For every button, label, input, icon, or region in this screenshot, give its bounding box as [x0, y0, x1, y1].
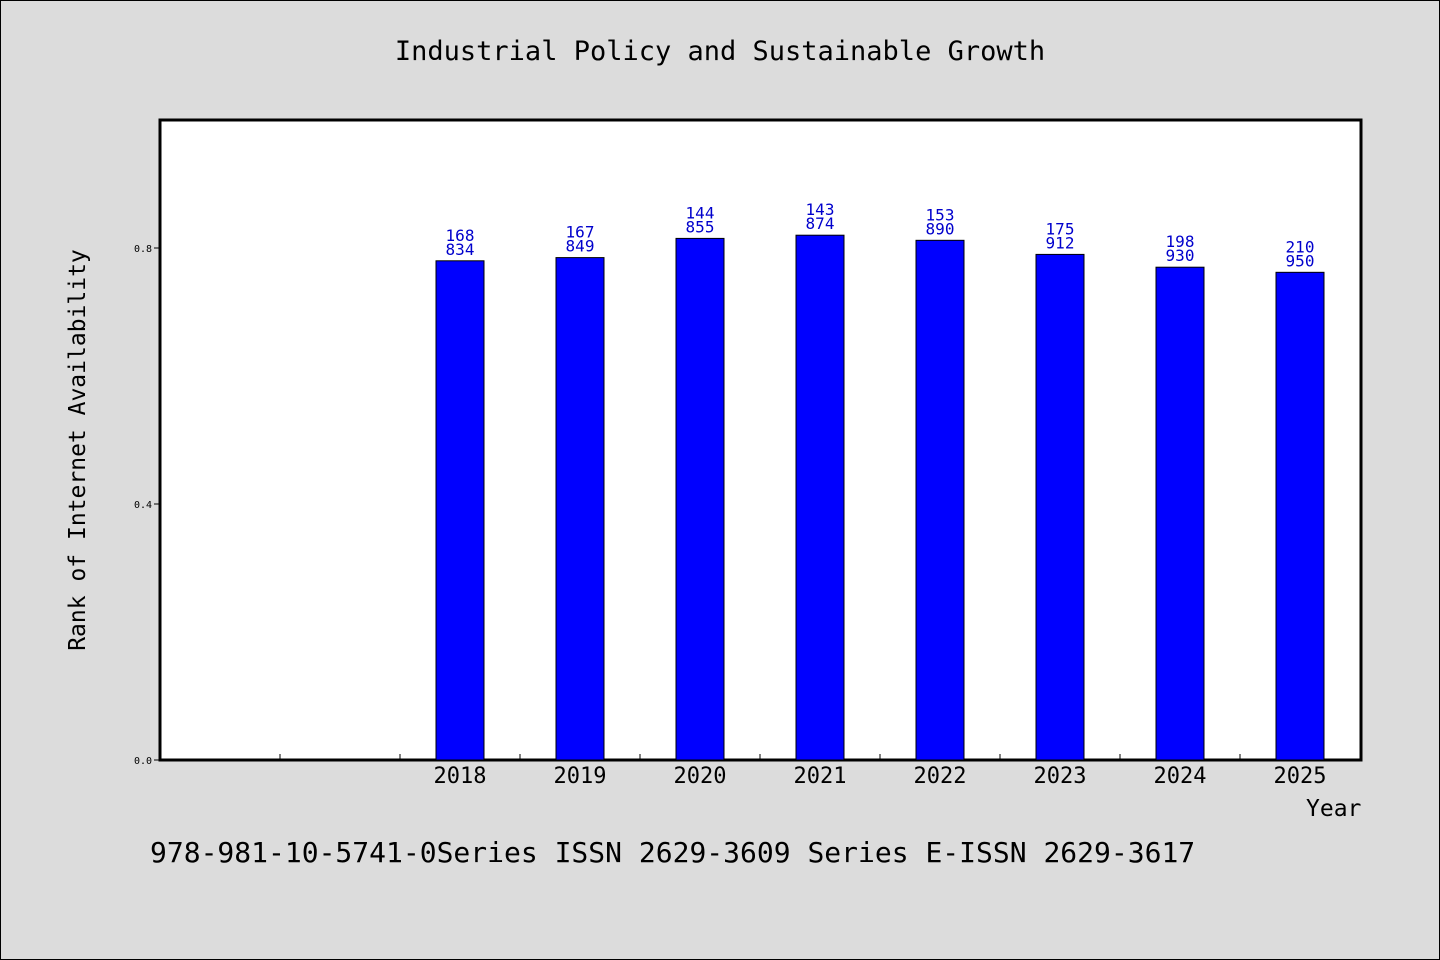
bar-label-top: 175 — [1046, 219, 1075, 238]
x-tick-label: 2020 — [674, 764, 727, 789]
bar-label-bottom: 950 — [1286, 251, 1315, 270]
chart-title: Industrial Policy and Sustainable Growth — [394, 36, 1046, 67]
x-tick-label: 2018 — [434, 764, 487, 789]
bar-2023 — [1035, 253, 1085, 761]
bar-label-top: 198 — [1166, 232, 1195, 251]
x-axis-label: Year — [1306, 796, 1362, 822]
bar-label-top: 143 — [806, 200, 835, 219]
bar-2020 — [675, 237, 725, 761]
bar-label-top: 153 — [926, 205, 955, 224]
bar-label-bottom: 855 — [686, 217, 715, 236]
x-tick-label: 2023 — [1034, 764, 1087, 789]
x-tick-label: 2022 — [914, 764, 967, 789]
x-tick-label: 2025 — [1274, 764, 1327, 789]
footer-isbn-issn: 978-981-10-5741-0Series ISSN 2629-3609 S… — [150, 836, 1196, 869]
bar-2021 — [795, 234, 845, 761]
bar-label-bottom: 849 — [566, 237, 595, 256]
bar-2022 — [915, 239, 965, 761]
bar-2018 — [435, 260, 485, 761]
bar-label-top: 144 — [686, 203, 715, 222]
bar-2024 — [1155, 266, 1205, 761]
y-tick-label: 0.8 — [134, 244, 152, 255]
bar-label-bottom: 874 — [806, 214, 835, 233]
bar-label-bottom: 834 — [446, 240, 475, 259]
bar-label-bottom: 930 — [1166, 246, 1195, 265]
bar-label-bottom: 890 — [926, 219, 955, 238]
bar-2025 — [1275, 271, 1325, 761]
bar-label-top: 167 — [566, 223, 595, 242]
y-tick-label: 0.4 — [134, 500, 152, 511]
bar-2019 — [555, 257, 605, 761]
bar-label-top: 210 — [1286, 237, 1315, 256]
bar-label-top: 168 — [446, 226, 475, 245]
x-tick-label: 2019 — [554, 764, 607, 789]
bar-label-bottom: 912 — [1046, 233, 1075, 252]
x-tick-label: 2021 — [794, 764, 847, 789]
y-tick-label: 0.0 — [134, 756, 152, 767]
x-tick-label: 2024 — [1154, 764, 1207, 789]
